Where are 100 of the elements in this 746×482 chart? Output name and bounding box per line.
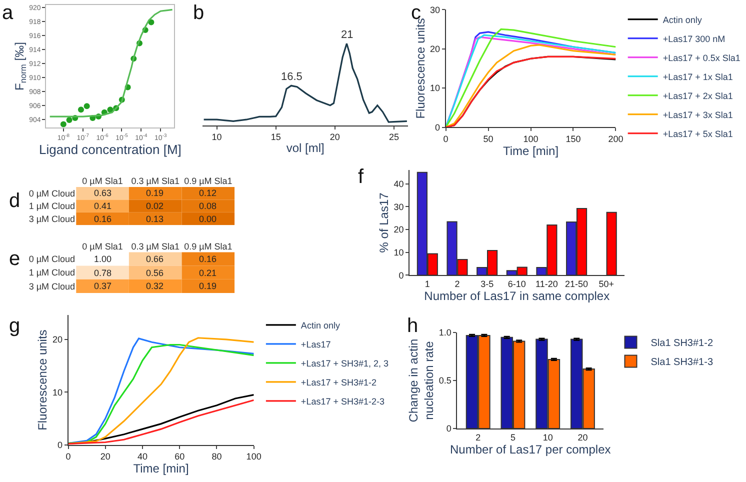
x-tick-label: 10 xyxy=(542,432,553,442)
x-axis-title: vol [ml] xyxy=(286,141,324,156)
point xyxy=(78,106,84,113)
chart-title: d xyxy=(9,190,20,212)
y-tick-label: 20 xyxy=(430,44,440,54)
y-tick-label: 0 xyxy=(446,424,452,434)
chart-title: b xyxy=(193,2,204,24)
data-label: 0.63 xyxy=(94,188,112,198)
y-tick-label: 1 µM Cloud xyxy=(28,201,76,212)
data-label: 0.78 xyxy=(94,268,112,278)
y-tick-label: 1 µM Cloud xyxy=(28,268,76,278)
x-tick-label: 0.9 µM Sla1 xyxy=(184,241,232,252)
chart-title: h xyxy=(407,315,418,337)
x-tick-label: 60 xyxy=(174,452,185,462)
point xyxy=(66,117,72,124)
x-tick-label: 200 xyxy=(608,134,624,144)
y-tick-label: 0 µM Cloud xyxy=(28,254,76,264)
x-tick-label: 6-10 xyxy=(508,279,526,290)
data-label: 0.00 xyxy=(199,214,217,224)
data-label: 0.08 xyxy=(199,201,217,211)
x-tick-label: 10 xyxy=(212,132,222,142)
chart-title: f xyxy=(358,166,364,188)
y-tick-label: 3 µM Cloud xyxy=(28,214,76,224)
x-tick-label: 150 xyxy=(566,134,581,144)
point xyxy=(84,103,90,110)
x-tick-label: 20 xyxy=(330,132,340,142)
data-label: 0.37 xyxy=(94,281,112,291)
legend-label: +Las17 + 3x Sla1 xyxy=(662,110,733,120)
x-tick-label: 0.3 µM Sla1 xyxy=(131,241,180,252)
legend-label: +Las17 + SH3#1-2 xyxy=(300,377,376,388)
data-label: 1.00 xyxy=(94,254,112,264)
y-tick-label: 10 xyxy=(52,387,62,398)
x-tick-label: 3-5 xyxy=(480,279,494,290)
x-axis-title: Number of Las17 per complex xyxy=(450,442,611,456)
x-tick-label: 20 xyxy=(100,452,110,462)
legend-label: Actin only xyxy=(662,14,702,25)
data-label: 0.16 xyxy=(199,254,217,264)
x-axis-title: Time [min] xyxy=(502,144,559,158)
y-tick-label: 10 xyxy=(394,248,404,258)
x-tick-label: 25 xyxy=(388,132,399,142)
x-tick-label: 0 µM Sla1 xyxy=(82,241,123,252)
x-tick-label: 1 xyxy=(424,279,430,290)
x-tick-label: 80 xyxy=(212,452,222,462)
x-tick-label: 5 xyxy=(510,432,516,442)
y-tick-label: 0 xyxy=(434,122,440,132)
x-tick-label: 11-20 xyxy=(536,279,558,290)
y-axis-title: Change in actin nucleation rate xyxy=(406,338,436,422)
data-label: 0.12 xyxy=(199,188,217,198)
legend-label: +Las17 + 2x Sla1 xyxy=(662,90,733,101)
data-label: 0.56 xyxy=(146,268,164,278)
y-tick-label: 10 xyxy=(430,83,440,94)
data-label: 0.13 xyxy=(146,214,164,224)
data-label: 0.21 xyxy=(199,268,217,278)
y-tick-label: 0.5 xyxy=(438,376,452,386)
legend-label: +Las17 xyxy=(300,339,331,350)
x-tick-label: 20 xyxy=(578,432,588,442)
chart-title: e xyxy=(9,248,20,270)
y-axis-title: Fluorescence units xyxy=(36,330,50,430)
y-tick-label: 0 xyxy=(398,270,404,280)
annotation: 16.5 xyxy=(281,71,302,83)
legend-label: +Las17 + 0.5x Sla1 xyxy=(662,52,740,63)
x-tick-label: 0.3 µM Sla1 xyxy=(131,176,180,186)
x-tick-label: 50 xyxy=(483,134,494,144)
y-tick-label: 30 xyxy=(430,4,440,15)
legend-label: +Las17 + 5x Sla1 xyxy=(662,128,733,139)
data-label: 0.19 xyxy=(146,188,164,198)
data-label: 0.02 xyxy=(146,201,164,211)
x-tick-label: 40 xyxy=(137,452,148,462)
x-tick-label: 2 xyxy=(454,279,460,290)
legend-label: Sla1 SH3#1-3 xyxy=(650,357,714,368)
x-tick-label: 50+ xyxy=(598,279,614,290)
y-axis-title: Fluorescence units xyxy=(413,18,428,119)
y-tick-label: 0 xyxy=(57,440,62,450)
y-tick-label: 0 µM Cloud xyxy=(28,188,76,199)
y-axis-title: % of Las17 xyxy=(377,192,392,253)
x-tick-label: 21-50 xyxy=(565,279,588,290)
legend-label: Sla1 SH3#1-2 xyxy=(650,338,714,350)
legend-label: +Las17 + SH3#1, 2, 3 xyxy=(300,358,389,368)
legend-label: +Las17 + SH3#1-2-3 xyxy=(300,396,384,406)
x-tick-label: 100 xyxy=(523,134,538,144)
x-axis-title: Ligand concentration [M] xyxy=(39,142,182,158)
data-label: 0.66 xyxy=(146,254,164,264)
annotation: 21 xyxy=(341,29,354,41)
x-axis-title: Number of Las17 in same complex xyxy=(424,289,610,304)
x-tick-label: 2 xyxy=(476,432,481,442)
legend-label: Actin only xyxy=(300,320,340,330)
point xyxy=(60,121,66,128)
chart-title: a xyxy=(2,2,14,24)
y-tick-label: 20 xyxy=(394,224,404,235)
x-axis-title: Time [min] xyxy=(133,462,189,476)
legend-label: +Las17 300 nM xyxy=(662,34,726,44)
y-tick-label: 3 µM Cloud xyxy=(28,281,76,292)
data-label: 0.32 xyxy=(146,281,164,291)
legend-label: +Las17 + 1x Sla1 xyxy=(662,72,733,82)
chart-title: g xyxy=(9,315,20,337)
x-tick-label: 100 xyxy=(246,452,262,462)
x-tick-label: 0 µM Sla1 xyxy=(82,176,123,186)
y-tick-label: 1.0 xyxy=(438,328,452,338)
x-tick-label: 15 xyxy=(270,132,281,142)
y-tick-label: 30 xyxy=(394,202,404,212)
